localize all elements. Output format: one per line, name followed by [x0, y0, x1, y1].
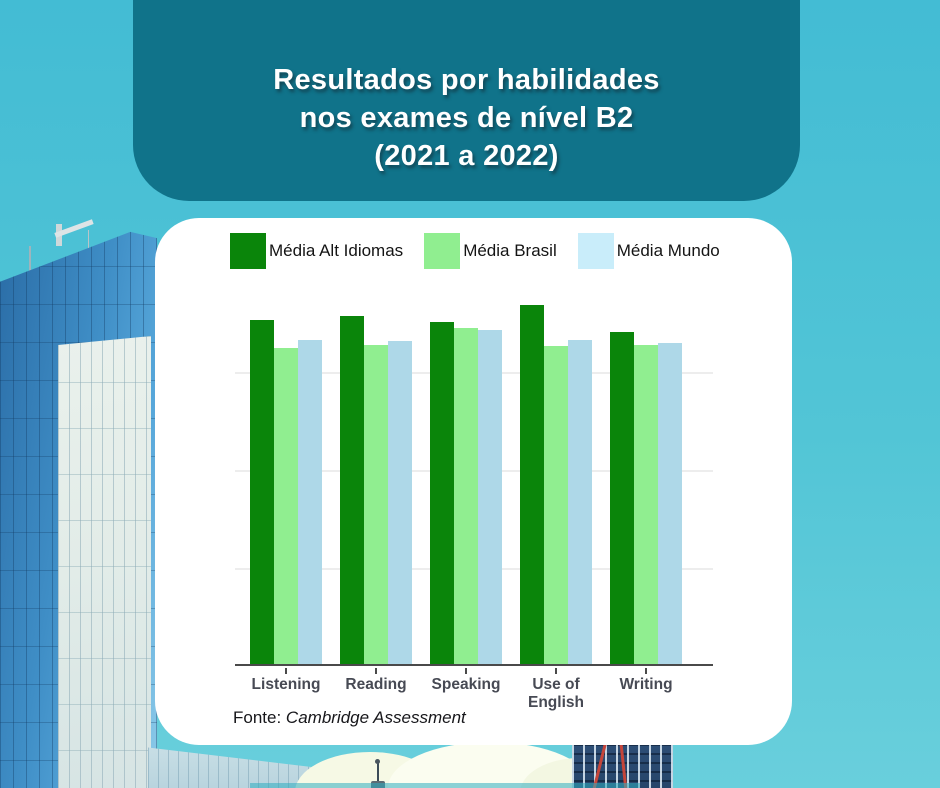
legend-swatch — [230, 233, 266, 269]
legend-item: Média Brasil — [424, 233, 557, 269]
legend-item: Média Alt Idiomas — [230, 233, 403, 269]
category-label: Writing — [619, 676, 673, 693]
category-label: Reading — [345, 676, 407, 693]
poster-title-line-2: nos exames de nível B2 — [299, 102, 634, 134]
bar — [544, 346, 568, 664]
axis-tick — [285, 668, 287, 674]
spire-top — [375, 759, 380, 764]
rooftop-crane — [48, 219, 100, 256]
legend-swatch — [577, 233, 614, 269]
spire — [377, 763, 379, 788]
source-note: Fonte: Cambridge Assessment — [233, 708, 466, 728]
bar — [364, 345, 388, 664]
title-banner: Resultados por habilidades nos exames de… — [133, 0, 800, 201]
bar — [634, 345, 658, 664]
axis-tick — [375, 668, 377, 674]
legend-label: Média Alt Idiomas — [269, 241, 404, 260]
bar-group — [250, 320, 322, 664]
source-prefix: Fonte: — [233, 708, 286, 727]
bar-chart: Listening Reading Speaking Use of English Wr… — [235, 274, 713, 711]
bar-group — [430, 321, 502, 664]
bar — [520, 304, 544, 664]
category-label: Use of English — [528, 676, 584, 711]
legend-swatch — [424, 233, 461, 269]
category-label: Speaking — [431, 676, 501, 693]
axis-tick — [645, 668, 647, 674]
legend-label: Média Brasil — [463, 241, 557, 260]
bar — [388, 341, 412, 664]
poster-title-line-3: (2021 a 2022) — [374, 140, 559, 172]
bar-group — [610, 331, 682, 664]
bar — [430, 321, 454, 664]
source-name: Cambridge Assessment — [285, 708, 466, 727]
bar — [610, 331, 634, 664]
rooftop-edge — [250, 783, 640, 788]
crane-cable — [88, 230, 89, 250]
axis-tick — [465, 668, 467, 674]
bar — [568, 340, 592, 664]
bar — [340, 316, 364, 664]
bar — [298, 340, 322, 664]
left-white-building — [58, 336, 151, 788]
antenna — [29, 246, 31, 282]
bar — [478, 329, 502, 664]
bar — [454, 327, 478, 664]
x-axis-line — [235, 664, 713, 666]
bar-group — [340, 316, 412, 664]
legend-item: Média Mundo — [577, 233, 720, 269]
bar-group — [520, 304, 592, 664]
poster-title-line-1: Resultados por habilidades — [273, 64, 660, 96]
bar — [250, 320, 274, 664]
bar — [658, 343, 682, 664]
bar — [274, 347, 298, 664]
chart-card: Média Alt Idiomas Média Brasil Média Mundo… — [155, 218, 792, 745]
axis-tick — [555, 668, 557, 674]
category-label: Listening — [251, 676, 321, 693]
legend-label: Média Mundo — [616, 241, 720, 260]
chart-legend: Média Alt Idiomas Média Brasil Média Mundo — [230, 233, 741, 269]
